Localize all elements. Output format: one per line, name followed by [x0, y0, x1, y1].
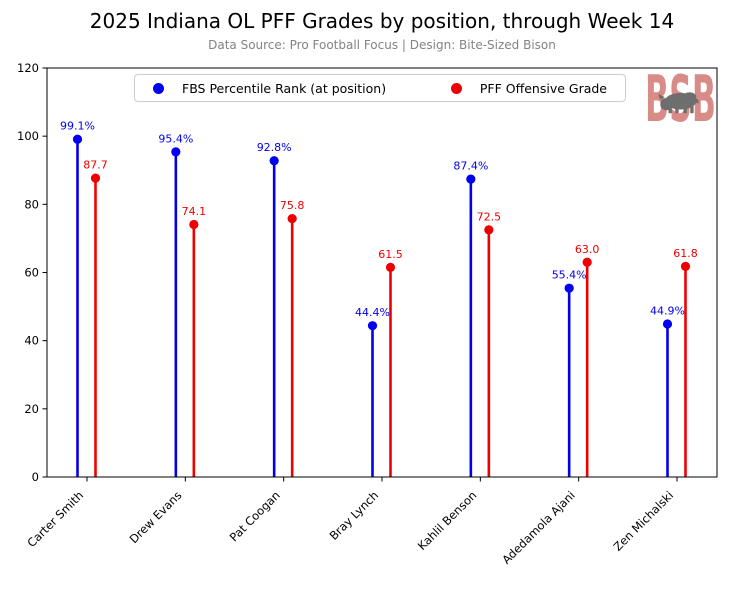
value-label: 87.7: [83, 159, 108, 172]
y-tick-label: 40: [24, 334, 39, 348]
y-tick-label: 120: [17, 61, 39, 75]
x-tick-label: Bray Lynch: [327, 488, 382, 543]
x-tick-label: Pat Coogan: [227, 488, 283, 544]
chart-title: 2025 Indiana OL PFF Grades by position, …: [89, 9, 675, 33]
y-tick-label: 0: [32, 470, 39, 484]
y-tick-label: 100: [17, 129, 39, 143]
legend-marker-red-icon: [450, 82, 462, 94]
data-point-marker: [269, 156, 279, 166]
data-point-marker: [287, 214, 297, 224]
x-tick-label: Zen Michalski: [611, 488, 677, 554]
bsb-logo: BSB: [644, 63, 718, 137]
bison-icon: [658, 92, 699, 114]
chart-subtitle: Data Source: Pro Football Focus | Design…: [208, 38, 556, 52]
data-point-marker: [662, 319, 673, 329]
x-tick-label: Kahlil Benson: [415, 488, 480, 553]
value-label: 75.8: [280, 199, 305, 212]
legend-item-grade: PFF Offensive Grade: [450, 80, 607, 96]
x-tick-label: Drew Evans: [127, 488, 185, 546]
data-point-marker: [171, 147, 181, 157]
plot-border: [46, 67, 718, 478]
data-point-marker: [367, 321, 378, 331]
y-tick-label: 80: [24, 197, 39, 211]
data-point-marker: [564, 283, 574, 293]
data-point-marker: [72, 134, 83, 144]
value-label: 44.4%: [355, 306, 390, 319]
data-point-marker: [385, 262, 396, 272]
value-label: 74.1: [182, 205, 207, 218]
x-tick-label: Adedamola Ajani: [499, 488, 578, 567]
data-point-marker: [466, 174, 476, 184]
value-label: 95.4%: [158, 132, 193, 145]
chart-legend: FBS Percentile Rank (at position) PFF Of…: [134, 74, 626, 102]
legend-label-grade: PFF Offensive Grade: [479, 80, 607, 96]
value-label: 99.1%: [60, 120, 95, 133]
legend-item-percentile: FBS Percentile Rank (at position): [153, 81, 386, 96]
y-tick-label: 20: [24, 402, 39, 416]
value-label: 44.9%: [650, 304, 685, 317]
y-tick-label: 60: [24, 266, 39, 280]
value-label: 92.8%: [257, 141, 292, 154]
value-label: 87.4%: [453, 160, 488, 173]
bsb-logo-canvas: BSB: [645, 63, 716, 137]
data-point-marker: [484, 225, 494, 235]
data-point-marker: [90, 173, 101, 183]
value-label: 61.8: [673, 247, 698, 260]
value-label: 61.5: [378, 248, 403, 261]
value-label: 72.5: [477, 210, 502, 223]
legend-marker-blue-icon: [153, 82, 164, 94]
data-point-marker: [189, 219, 199, 230]
data-point-marker: [680, 261, 691, 271]
x-tick-label: Carter Smith: [24, 488, 86, 550]
legend-label-percentile: FBS Percentile Rank (at position): [182, 80, 387, 96]
value-label: 55.4%: [552, 269, 587, 282]
data-point-marker: [582, 257, 592, 267]
value-label: 63.0: [575, 243, 600, 256]
